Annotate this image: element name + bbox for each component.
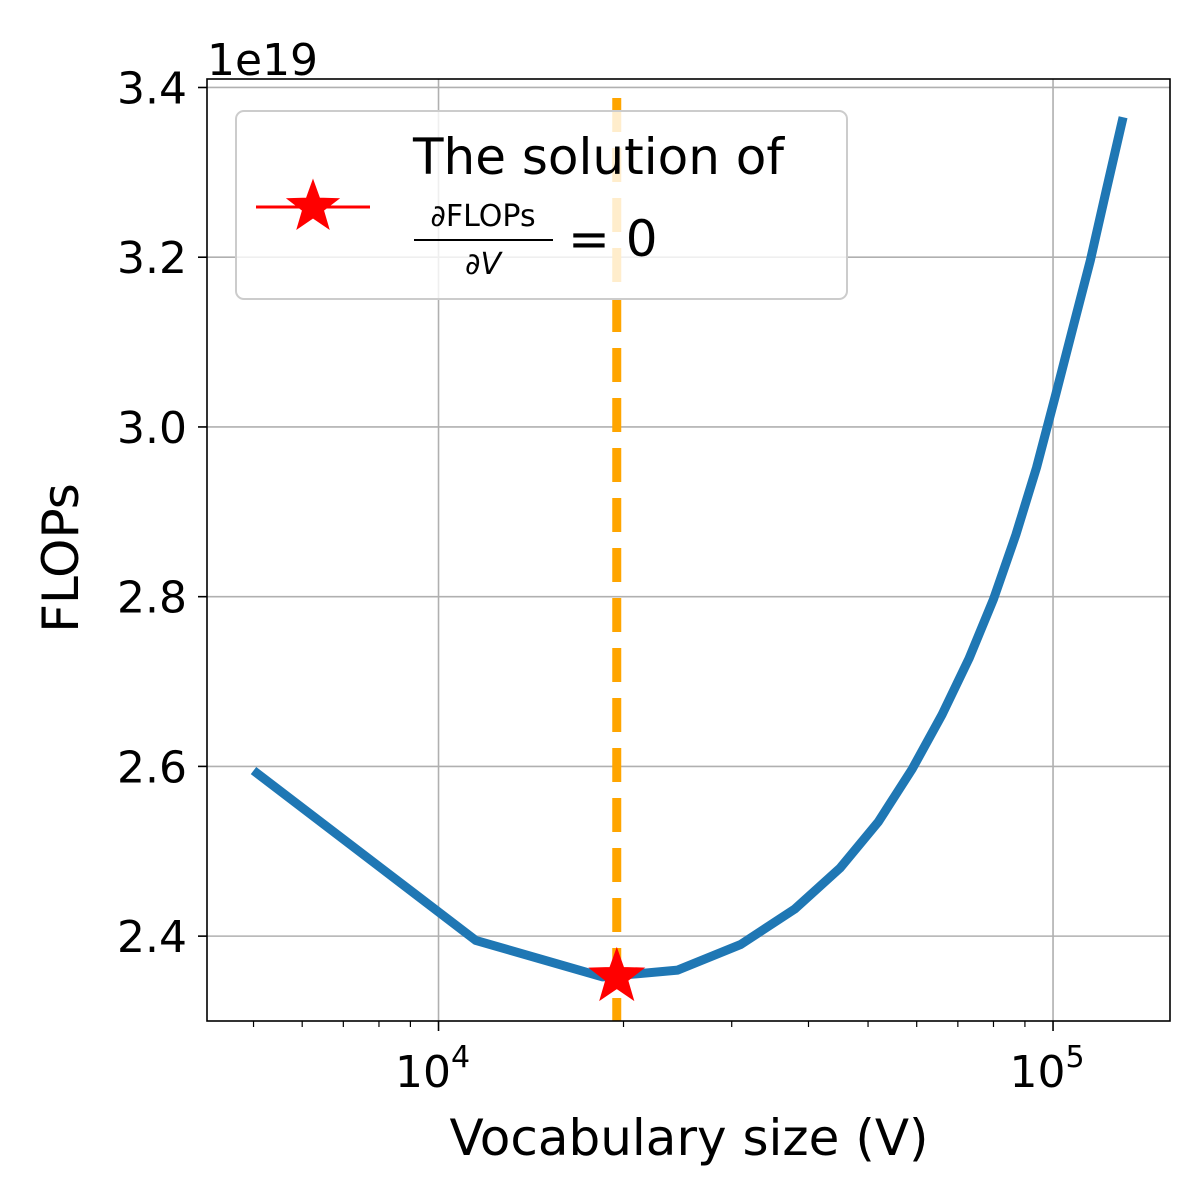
x-tick-layer: 104 105 xyxy=(395,1021,1085,1098)
y-tick-label: 2.4 xyxy=(117,912,187,963)
y-axis-label: FLOPs xyxy=(32,483,90,633)
y-tick-label: 3.2 xyxy=(117,233,187,284)
plot-frame xyxy=(206,78,1171,1022)
y-tick-label: 2.8 xyxy=(117,573,187,624)
x-tick-label: 105 xyxy=(1009,1040,1084,1098)
legend: The solution of ∂FLOPs ∂V = 0 xyxy=(235,110,848,300)
y-tick-label: 3.4 xyxy=(117,63,187,114)
optimum-star-marker xyxy=(588,946,646,1002)
x-tick-label: 104 xyxy=(395,1040,470,1098)
legend-fraction-denominator: ∂V xyxy=(465,247,504,282)
optimum-marker-layer xyxy=(588,946,646,1002)
legend-star-icon xyxy=(285,178,341,230)
legend-rhs: = 0 xyxy=(568,210,658,268)
legend-text-line1: The solution of xyxy=(412,128,785,186)
y-tick-layer: 2.4 2.6 2.8 3.0 3.2 3.4 xyxy=(117,63,207,963)
y-tick-label: 3.0 xyxy=(117,403,187,454)
x-axis-label: Vocabulary size (V) xyxy=(449,1109,928,1167)
legend-box xyxy=(235,110,848,300)
y-tick-label: 2.6 xyxy=(117,742,187,793)
x-minor-ticks xyxy=(252,1021,1026,1027)
y-offset-label: 1e19 xyxy=(207,35,318,86)
series-line xyxy=(250,116,1128,982)
legend-fraction-numerator: ∂FLOPs xyxy=(430,199,535,234)
series-layer xyxy=(250,116,1128,982)
